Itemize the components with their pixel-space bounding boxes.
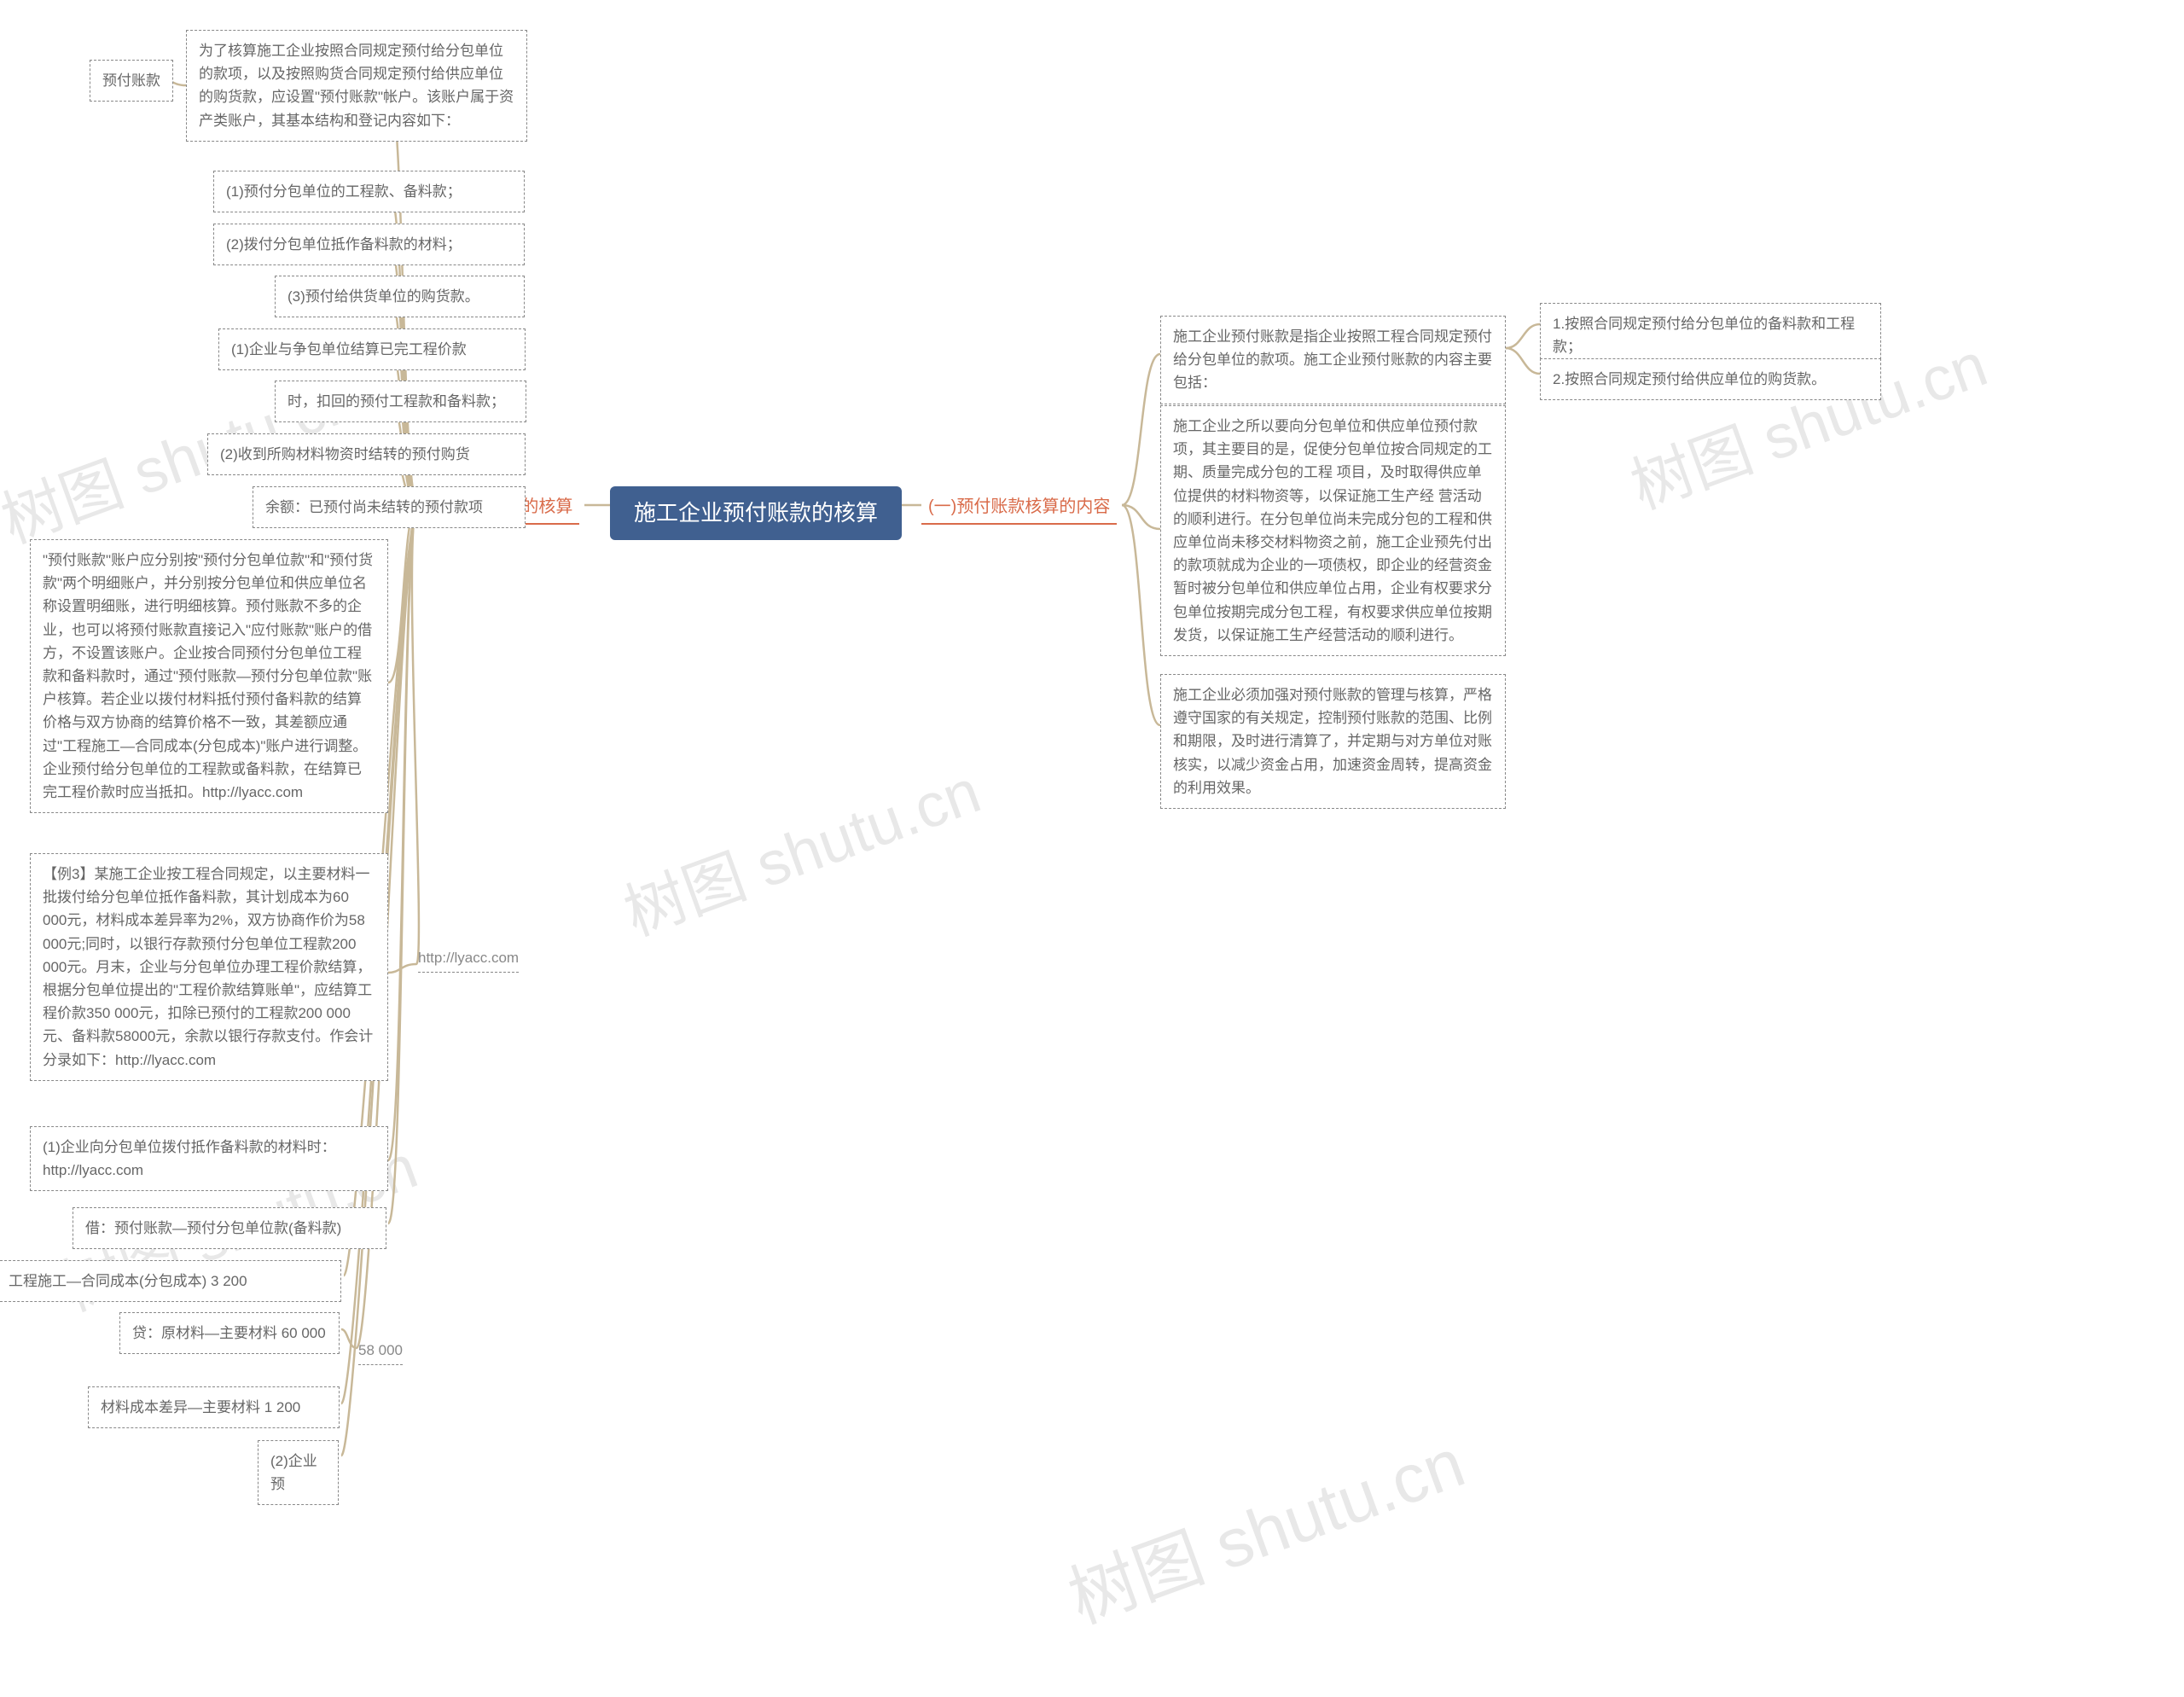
left-box-f6: (2)企业预	[258, 1440, 339, 1505]
right-box-reason: 施工企业之所以要向分包单位和供应单位预付款项，其主要目的是，促使分包单位按合同规…	[1160, 405, 1506, 656]
right-box-item2: 2.按照合同规定预付给供应单位的购货款。	[1540, 358, 1881, 400]
left-box-prepay-def: 为了核算施工企业按照合同规定预付给分包单位的款项，以及按照购货合同规定预付给供应…	[186, 30, 527, 142]
right-box-manage: 施工企业必须加强对预付账款的管理与核算，严格遵守国家的有关规定，控制预付账款的范…	[1160, 674, 1506, 809]
left-box-b1: (1)预付分包单位的工程款、备料款；	[213, 171, 525, 212]
branch-right-title[interactable]: (一)预付账款核算的内容	[921, 489, 1117, 525]
left-box-c4: 余额：已预付尚未结转的预付款项	[253, 486, 526, 528]
left-label-prepay: 预付账款	[90, 60, 173, 102]
mindmap-root[interactable]: 施工企业预付账款的核算	[610, 486, 902, 540]
left-box-f4: 贷：原材料—主要材料 60 000	[119, 1312, 340, 1354]
left-box-f3: 工程施工—合同成本(分包成本) 3 200	[0, 1260, 341, 1302]
watermark: 树图 shutu.cn	[1054, 1409, 1476, 1643]
watermark: 树图 shutu.cn	[610, 741, 990, 953]
left-box-detail: "预付账款"账户应分别按"预付分包单位款"和"预付货款"两个明细账户，并分别按分…	[30, 539, 388, 813]
left-label-58000: 58 000	[358, 1340, 403, 1365]
left-box-example: 【例3】某施工企业按工程合同规定，以主要材料一批拨付给分包单位抵作备料款，其计划…	[30, 853, 388, 1081]
left-box-c3: (2)收到所购材料物资时结转的预付购货	[207, 433, 526, 475]
left-box-b3: (3)预付给供货单位的购货款。	[275, 276, 525, 317]
left-box-c2: 时，扣回的预付工程款和备料款；	[275, 381, 526, 422]
left-box-b2: (2)拨付分包单位抵作备料款的材料；	[213, 224, 525, 265]
left-box-c1: (1)企业与争包单位结算已完工程价款	[218, 328, 526, 370]
left-box-f5: 材料成本差异—主要材料 1 200	[88, 1386, 340, 1428]
right-box-intro: 施工企业预付账款是指企业按照工程合同规定预付给分包单位的款项。施工企业预付账款的…	[1160, 316, 1506, 404]
left-link-lyacc[interactable]: http://lyacc.com	[418, 947, 519, 973]
left-box-f2: 借：预付账款—预付分包单位款(备料款)	[73, 1207, 386, 1249]
left-box-f1: (1)企业向分包单位拨付抵作备料款的材料时：http://lyacc.com	[30, 1126, 388, 1191]
